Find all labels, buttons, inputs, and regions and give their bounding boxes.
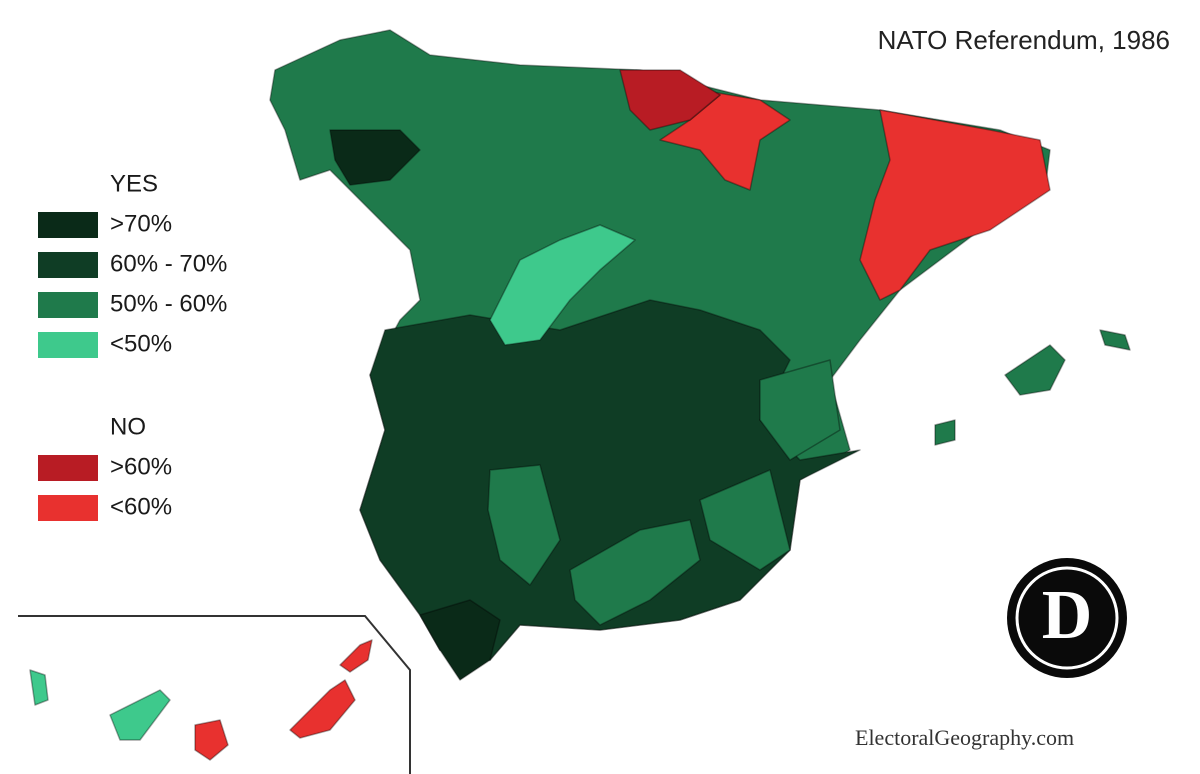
legend-label: >60% xyxy=(110,453,172,480)
legend-swatch xyxy=(38,455,98,481)
legend-title: YES xyxy=(110,170,158,197)
region-la-palma xyxy=(29,669,49,706)
legend-title: NO xyxy=(110,413,146,440)
region-cordoba xyxy=(487,464,561,586)
legend-label: <60% xyxy=(110,493,172,520)
legend-label: 60% - 70% xyxy=(110,250,227,277)
regions xyxy=(18,29,1131,774)
logo-ring xyxy=(1015,566,1119,670)
region-tenerife xyxy=(109,689,171,741)
region-ibiza xyxy=(934,419,956,446)
region-menorca xyxy=(1099,329,1131,351)
logo-letter: D xyxy=(1042,577,1093,654)
region-fuerteventura xyxy=(289,679,356,739)
region-cadiz xyxy=(419,599,501,681)
region-galicia xyxy=(329,129,421,186)
legend-label: 50% - 60% xyxy=(110,290,227,317)
region-catalonia xyxy=(859,109,1051,301)
region-lanzarote xyxy=(339,639,373,673)
watermark: ElectoralGeography.com xyxy=(855,725,1074,750)
legend-swatch xyxy=(38,495,98,521)
legend: YES >70% 60% - 70% 50% - 60% <50% NO >60% <60% xyxy=(38,170,227,521)
inset-frame xyxy=(18,615,411,774)
legend-swatch xyxy=(38,252,98,278)
legend-label: <50% xyxy=(110,330,172,357)
region-valencia xyxy=(759,359,841,461)
region-south xyxy=(359,299,861,661)
region-gran-canaria xyxy=(194,719,229,761)
region-granada xyxy=(569,519,701,626)
logo-circle xyxy=(1007,558,1127,678)
legend-swatch xyxy=(38,212,98,238)
legend-label: >70% xyxy=(110,210,172,237)
region-mallorca xyxy=(1004,344,1066,396)
region-albacete xyxy=(699,469,791,571)
map-title: NATO Referendum, 1986 xyxy=(878,25,1170,55)
legend-swatch xyxy=(38,292,98,318)
region-basque xyxy=(619,69,721,131)
legend-swatch xyxy=(38,332,98,358)
region-salamanca-avila xyxy=(489,224,636,346)
